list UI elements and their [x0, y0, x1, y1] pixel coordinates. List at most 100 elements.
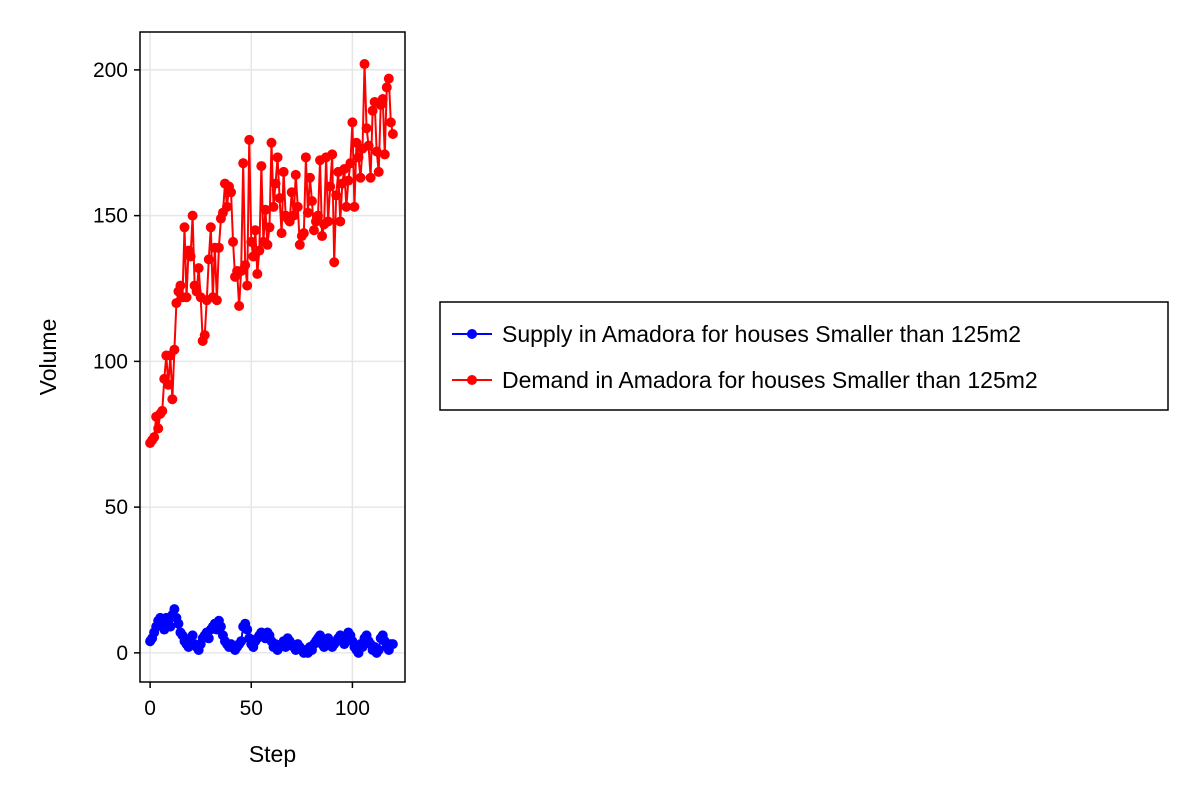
data-point [385, 117, 396, 128]
data-point [308, 225, 319, 236]
data-point [276, 228, 287, 239]
data-point [302, 207, 313, 218]
data-point [367, 105, 378, 116]
data-point [290, 169, 301, 180]
y-tick-label: 50 [105, 496, 128, 519]
x-axis: 0 50 100 [144, 682, 370, 720]
data-point [286, 187, 297, 198]
y-axis: 0 50 100 150 200 [93, 59, 140, 665]
data-point [270, 178, 281, 189]
data-point [240, 260, 251, 271]
plot-frame [139, 31, 406, 683]
legend-swatch-marker [467, 375, 477, 385]
data-point [199, 330, 210, 341]
x-tick-label: 0 [144, 697, 156, 720]
y-tick-label: 200 [93, 59, 128, 82]
data-point [262, 239, 273, 250]
data-point [361, 123, 372, 134]
data-point [173, 618, 184, 629]
series-demand [145, 59, 398, 448]
data-point [203, 633, 214, 644]
data-point [371, 146, 382, 157]
y-tick-label: 150 [93, 205, 128, 228]
data-point [379, 149, 390, 160]
data-point [215, 621, 226, 632]
data-point [343, 175, 354, 186]
legend-box [439, 301, 1169, 411]
legend-swatch-marker [467, 329, 477, 339]
data-point [242, 624, 253, 635]
data-point [236, 636, 247, 647]
data-point [329, 257, 340, 268]
data-point [272, 152, 283, 163]
legend-item: Demand in Amadora for houses Smaller tha… [452, 367, 1038, 393]
data-point [288, 210, 299, 221]
data-point [331, 190, 342, 201]
legend-item: Supply in Amadora for houses Smaller tha… [452, 321, 1021, 347]
data-point [268, 201, 279, 212]
data-point [317, 231, 328, 242]
data-point [252, 268, 263, 279]
data-point [387, 639, 398, 650]
data-point [260, 204, 271, 215]
data-point [246, 236, 257, 247]
data-point [185, 251, 196, 262]
data-point [349, 201, 360, 212]
data-point [250, 225, 261, 236]
y-tick-label: 100 [93, 350, 128, 373]
data-point [306, 196, 317, 207]
data-point [383, 73, 394, 84]
data-point [355, 172, 366, 183]
data-point [169, 604, 180, 615]
data-point [169, 344, 180, 355]
data-point [347, 117, 358, 128]
data-point [365, 172, 376, 183]
data-point [335, 216, 346, 227]
data-point [266, 137, 277, 148]
data-point [193, 263, 204, 274]
y-axis-title: Volume [35, 319, 61, 396]
data-point [213, 242, 224, 253]
data-point [294, 239, 305, 250]
data-point [304, 172, 315, 183]
data-point [323, 216, 334, 227]
data-point [153, 423, 164, 434]
data-point [345, 158, 356, 169]
data-point [163, 379, 174, 390]
legend: Supply in Amadora for houses Smaller tha… [439, 301, 1169, 411]
data-point [274, 193, 285, 204]
legend-label: Demand in Amadora for houses Smaller tha… [502, 367, 1038, 393]
data-point [244, 134, 255, 145]
data-point [187, 210, 198, 221]
data-point [211, 295, 222, 306]
data-point [292, 201, 303, 212]
data-point [157, 405, 168, 416]
data-point [359, 59, 370, 70]
data-point [313, 210, 324, 221]
data-point [381, 82, 392, 93]
data-point [377, 94, 388, 105]
data-point [203, 254, 214, 265]
x-tick-label: 50 [240, 697, 263, 720]
data-point [327, 149, 338, 160]
data-point [175, 280, 186, 291]
series-layer [145, 59, 398, 658]
data-point [149, 432, 160, 443]
data-point [179, 222, 190, 233]
data-point [221, 201, 232, 212]
data-point [363, 140, 374, 151]
data-point [226, 187, 237, 198]
data-point [181, 292, 192, 303]
data-point [278, 166, 289, 177]
data-point [167, 394, 178, 405]
data-point [187, 630, 198, 641]
data-point [325, 181, 336, 192]
data-point [353, 152, 364, 163]
y-tick-label: 0 [116, 642, 128, 665]
data-point [234, 300, 245, 311]
x-tick-label: 100 [335, 697, 370, 720]
data-point [254, 245, 265, 256]
data-point [242, 280, 253, 291]
series-supply [145, 604, 398, 658]
